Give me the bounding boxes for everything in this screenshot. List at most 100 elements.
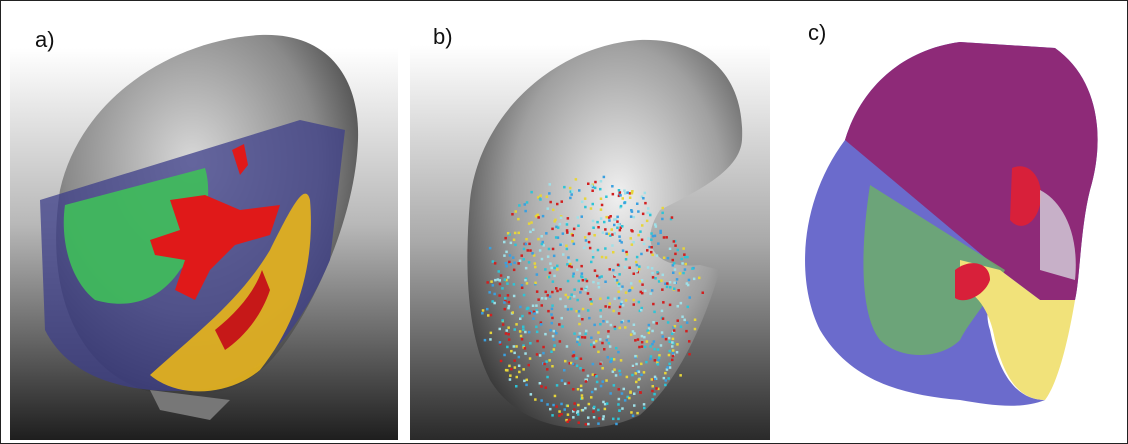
particle [576, 340, 579, 344]
particle [583, 246, 586, 250]
particle [534, 398, 537, 401]
particle [578, 343, 581, 346]
particle [576, 413, 580, 416]
particle [563, 369, 566, 372]
particle [678, 272, 682, 275]
particle [636, 338, 640, 341]
particle [542, 362, 545, 365]
particle [616, 281, 619, 284]
particle [611, 370, 615, 373]
particle [597, 282, 600, 285]
particle [648, 245, 651, 249]
tissue-medulla [863, 185, 1005, 355]
particle [627, 319, 630, 323]
particle [546, 255, 550, 258]
particle [515, 375, 518, 379]
particle [523, 203, 526, 206]
particle [592, 341, 596, 344]
particle [514, 243, 517, 247]
particle [662, 301, 665, 304]
particle [575, 310, 578, 313]
particle [537, 298, 540, 301]
particle [542, 345, 545, 349]
particle [590, 184, 594, 187]
particle [587, 402, 591, 406]
tissue-hilum [960, 260, 1075, 400]
particle [607, 330, 610, 333]
particle [504, 299, 507, 303]
particle [618, 191, 622, 194]
particle [528, 357, 532, 360]
particle [668, 247, 672, 250]
particle [490, 280, 493, 283]
particle [666, 256, 670, 260]
particle [667, 353, 671, 357]
particle [546, 207, 549, 210]
particle [638, 345, 641, 349]
particle [604, 256, 608, 259]
particle [620, 300, 624, 304]
particle [524, 352, 527, 355]
particle [631, 373, 634, 377]
particle [653, 375, 657, 379]
particle [664, 383, 667, 387]
particle [631, 414, 635, 417]
particle [657, 356, 661, 359]
particle [624, 326, 627, 329]
particle [685, 282, 689, 285]
particle [566, 413, 570, 416]
particle [674, 252, 677, 256]
particle [593, 373, 597, 377]
particle [565, 229, 569, 232]
particle [651, 253, 654, 257]
particle [624, 192, 627, 195]
particle [681, 262, 684, 265]
particle [613, 297, 617, 300]
particle [501, 319, 504, 322]
particle [651, 234, 655, 238]
particle [629, 282, 633, 285]
particle [555, 287, 558, 290]
particle [489, 338, 492, 341]
particle [656, 271, 659, 274]
particle [494, 278, 497, 282]
particle [483, 338, 487, 342]
particle [588, 246, 592, 250]
particle [640, 252, 643, 256]
particle-cloud [481, 175, 704, 426]
particle [599, 323, 602, 326]
particle [571, 234, 574, 237]
particle [590, 396, 593, 399]
particle [570, 307, 573, 311]
particle [617, 189, 621, 192]
particle [569, 262, 572, 266]
particle [511, 311, 514, 314]
particle [651, 398, 654, 401]
particle [571, 240, 574, 243]
particle [579, 291, 582, 294]
particle [618, 273, 621, 276]
particle [498, 279, 501, 282]
particle [569, 190, 572, 193]
particle [512, 256, 515, 259]
particle [583, 336, 587, 339]
particle [650, 289, 654, 292]
particle [619, 204, 623, 208]
particle [508, 364, 511, 368]
particle [486, 307, 489, 311]
particle [688, 340, 691, 343]
particle [676, 319, 679, 322]
overlay-pelvis [150, 195, 280, 300]
particle [535, 304, 538, 307]
particle [498, 294, 501, 297]
particle [520, 254, 523, 257]
particle [520, 338, 524, 341]
particle [525, 238, 528, 241]
particle [570, 361, 573, 365]
particle [673, 268, 677, 271]
particle [525, 383, 528, 387]
particle [591, 373, 595, 376]
particle [491, 260, 495, 263]
particle [616, 215, 619, 219]
